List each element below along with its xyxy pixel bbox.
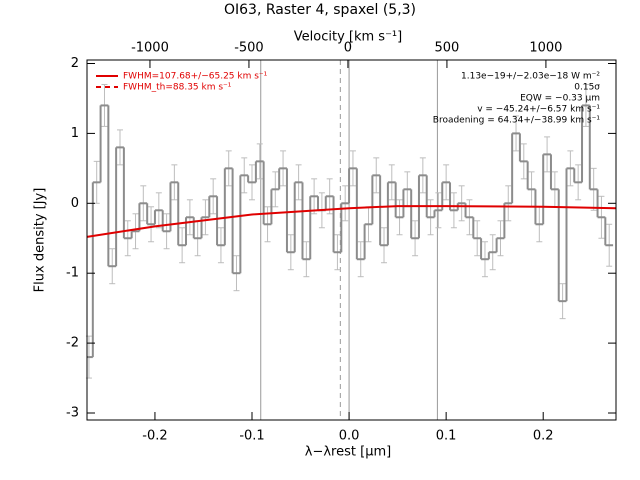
y-tick-label: -2	[66, 336, 79, 351]
annotation: v = −45.24+/−6.57 km s⁻¹	[477, 105, 600, 115]
x2-tick-label: 1000	[529, 41, 562, 56]
x-axis-label: λ−λrest [μm]	[305, 445, 391, 460]
x-tick-label: -0.1	[239, 429, 264, 444]
chart-title: OI63, Raster 4, spaxel (5,3)	[224, 2, 416, 18]
legend-label: FWHM=107.68+/−65.25 km s⁻¹	[123, 72, 268, 82]
x2-tick-label: -1000	[131, 41, 169, 56]
y-tick-label: 0	[71, 196, 79, 211]
x2-tick-label: 0	[344, 41, 352, 56]
annotation: EQW = −0.33 μm	[520, 94, 600, 104]
x2-tick-label: -500	[234, 41, 264, 56]
x-tick-label: 0.0	[339, 429, 360, 444]
annotation: Broadening = 64.34+/−38.99 km s⁻¹	[433, 116, 601, 126]
x-tick-label: -0.2	[142, 429, 167, 444]
annotation: 1.13e−19+/−2.03e−18 W m⁻²	[461, 72, 600, 82]
x-tick-label: 0.2	[533, 429, 554, 444]
y-tick-label: -1	[66, 266, 79, 281]
y-tick-label: 2	[71, 56, 79, 71]
x2-tick-label: 500	[435, 41, 460, 56]
x2-axis-label: Velocity [km s⁻¹]	[294, 30, 402, 45]
x-tick-label: 0.1	[436, 429, 457, 444]
y-tick-label: 1	[71, 126, 79, 141]
step-connector	[91, 105, 607, 358]
fit-line	[86, 205, 617, 238]
plot-frame	[86, 59, 617, 421]
legend-label: FWHM_th=88.35 km s⁻¹	[123, 83, 232, 93]
annotation: 0.15σ	[574, 83, 600, 93]
y-tick-label: -3	[66, 406, 79, 421]
y-axis-label: Flux density [Jy]	[33, 188, 48, 293]
